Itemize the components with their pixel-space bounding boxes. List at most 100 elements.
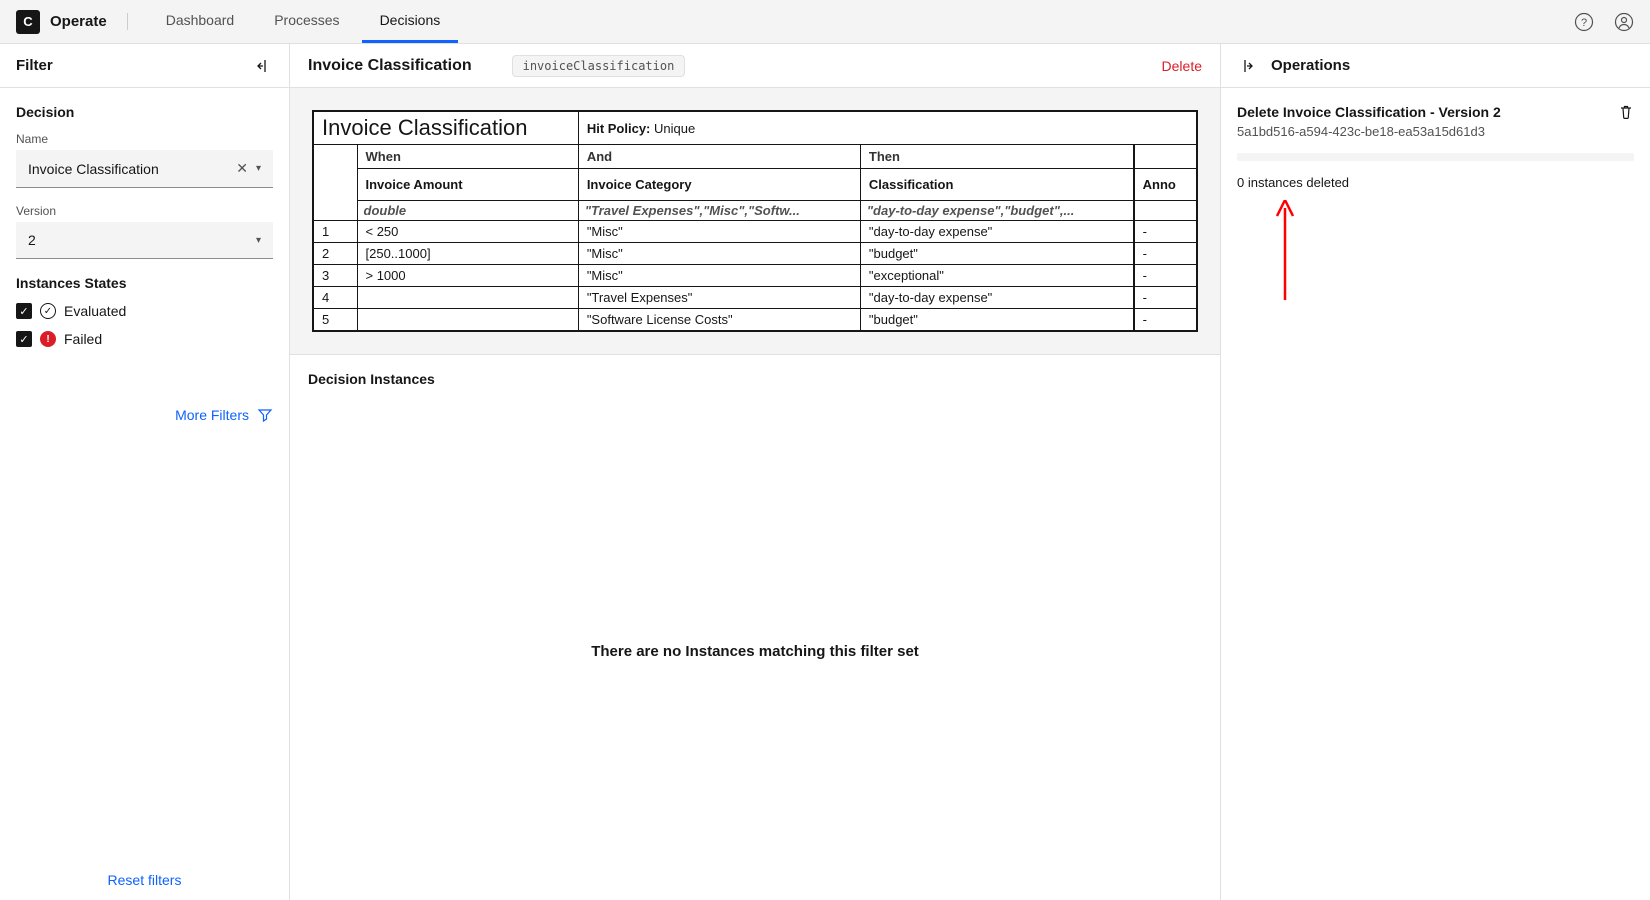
dmn-cell: -: [1134, 221, 1197, 243]
dmn-clause: [1134, 145, 1197, 169]
dmn-row: 4 "Travel Expenses""day-to-day expense"-: [313, 287, 1197, 309]
dmn-cell: "budget": [860, 243, 1133, 265]
state-failed-label: Failed: [64, 331, 102, 347]
expand-right-icon[interactable]: [1237, 56, 1257, 76]
dmn-row-num: 1: [313, 221, 357, 243]
dmn-col-type: "day-to-day expense","budget",...: [860, 201, 1133, 221]
operations-title: Operations: [1271, 57, 1350, 74]
dmn-row-num: 3: [313, 265, 357, 287]
checkbox-evaluated[interactable]: ✓: [16, 303, 32, 319]
dmn-cell: > 1000: [357, 265, 578, 287]
app-name: Operate: [50, 13, 128, 30]
collapse-left-icon[interactable]: [253, 56, 273, 76]
dmn-col-name: Anno: [1134, 169, 1197, 201]
dmn-cell: [357, 287, 578, 309]
dmn-cell: "day-to-day expense": [860, 221, 1133, 243]
dmn-row-num: 2: [313, 243, 357, 265]
dmn-col-type: "Travel Expenses","Misc","Softw...: [578, 201, 860, 221]
name-select[interactable]: Invoice Classification ✕ ▾: [16, 150, 273, 188]
decision-id-pill: invoiceClassification: [512, 55, 686, 77]
state-evaluated-label: Evaluated: [64, 303, 126, 319]
app-logo: C: [16, 10, 40, 34]
dmn-row-num: 4: [313, 287, 357, 309]
operation-title: Delete Invoice Classification - Version …: [1237, 104, 1618, 120]
more-filters-label: More Filters: [175, 407, 249, 423]
dmn-row: 3> 1000"Misc""exceptional"-: [313, 265, 1197, 287]
main-content: Invoice Classification invoiceClassifica…: [290, 44, 1220, 900]
trash-icon[interactable]: [1618, 104, 1634, 120]
dmn-cell: -: [1134, 243, 1197, 265]
dmn-cell: "Misc": [578, 221, 860, 243]
operation-progress: [1237, 153, 1634, 161]
dmn-cell: "exceptional": [860, 265, 1133, 287]
dmn-row: 1< 250"Misc""day-to-day expense"-: [313, 221, 1197, 243]
dmn-cell: -: [1134, 265, 1197, 287]
dmn-cell: [250..1000]: [357, 243, 578, 265]
delete-button[interactable]: Delete: [1162, 58, 1202, 74]
dmn-clause: When: [357, 145, 578, 169]
filter-header: Filter: [0, 44, 289, 88]
states-label: Instances States: [16, 275, 273, 291]
top-bar: C Operate Dashboard Processes Decisions …: [0, 0, 1650, 44]
dmn-title: Invoice Classification: [322, 115, 527, 140]
chevron-down-icon: ▾: [256, 163, 261, 174]
dmn-row: 5 "Software License Costs""budget"-: [313, 309, 1197, 332]
annotation-arrow-icon: [1275, 200, 1295, 300]
dmn-col-name: Invoice Category: [578, 169, 860, 201]
dmn-cell: "day-to-day expense": [860, 287, 1133, 309]
instances-panel: Decision Instances There are no Instance…: [290, 354, 1220, 900]
dmn-cell: -: [1134, 287, 1197, 309]
dmn-row: 2[250..1000]"Misc""budget"-: [313, 243, 1197, 265]
hit-policy-value: Unique: [654, 121, 695, 136]
version-value: 2: [28, 232, 36, 248]
state-failed-row[interactable]: ✓ ! Failed: [16, 331, 273, 347]
checkbox-failed[interactable]: ✓: [16, 331, 32, 347]
help-icon[interactable]: ?: [1574, 12, 1594, 32]
user-icon[interactable]: [1614, 12, 1634, 32]
operation-id: 5a1bd516-a594-423c-be18-ea53a15d61d3: [1237, 124, 1618, 139]
dmn-cell: "Misc": [578, 243, 860, 265]
dmn-clause: Then: [860, 145, 1133, 169]
state-evaluated-row[interactable]: ✓ ✓ Evaluated: [16, 303, 273, 319]
dmn-col-name: Invoice Amount: [357, 169, 578, 201]
nav-decisions[interactable]: Decisions: [362, 0, 459, 43]
dmn-cell: "Misc": [578, 265, 860, 287]
dmn-clause: And: [578, 145, 860, 169]
dmn-col-type: [1134, 201, 1197, 221]
version-label: Version: [16, 204, 273, 218]
nav-processes[interactable]: Processes: [256, 0, 357, 43]
hit-policy-label: Hit Policy:: [587, 121, 651, 136]
filter-sidebar: Filter Decision Name Invoice Classificat…: [0, 44, 290, 900]
dmn-col-type: double: [357, 201, 578, 221]
dmn-row-num: 5: [313, 309, 357, 332]
filter-icon: [257, 407, 273, 423]
chevron-down-icon: ▾: [256, 235, 261, 246]
operation-status: 0 instances deleted: [1237, 175, 1634, 190]
dmn-table: Invoice Classification Hit Policy: Uniqu…: [312, 110, 1198, 332]
instances-title: Decision Instances: [290, 355, 1220, 403]
more-filters-link[interactable]: More Filters: [16, 407, 273, 423]
instances-empty-message: There are no Instances matching this fil…: [290, 403, 1220, 900]
svg-text:?: ?: [1581, 17, 1587, 29]
nav-dashboard[interactable]: Dashboard: [148, 0, 253, 43]
dmn-cell: "budget": [860, 309, 1133, 332]
dmn-cell: "Software License Costs": [578, 309, 860, 332]
name-label: Name: [16, 132, 273, 146]
clear-name-icon[interactable]: ✕: [236, 160, 248, 177]
operations-sidebar: Operations Delete Invoice Classification…: [1220, 44, 1650, 900]
decision-title: Invoice Classification: [308, 57, 472, 75]
decision-section-title: Decision: [16, 104, 273, 120]
main-header: Invoice Classification invoiceClassifica…: [290, 44, 1220, 88]
dmn-cell: "Travel Expenses": [578, 287, 860, 309]
name-value: Invoice Classification: [28, 161, 159, 177]
main-nav: Dashboard Processes Decisions: [148, 0, 459, 43]
operations-header: Operations: [1221, 44, 1650, 88]
version-select[interactable]: 2 ▾: [16, 222, 273, 259]
dmn-cell: -: [1134, 309, 1197, 332]
filter-title: Filter: [16, 57, 53, 74]
reset-filters-link[interactable]: Reset filters: [108, 872, 182, 888]
dmn-col-name: Classification: [860, 169, 1133, 201]
dmn-cell: [357, 309, 578, 332]
dmn-cell: < 250: [357, 221, 578, 243]
failed-icon: !: [40, 331, 56, 347]
